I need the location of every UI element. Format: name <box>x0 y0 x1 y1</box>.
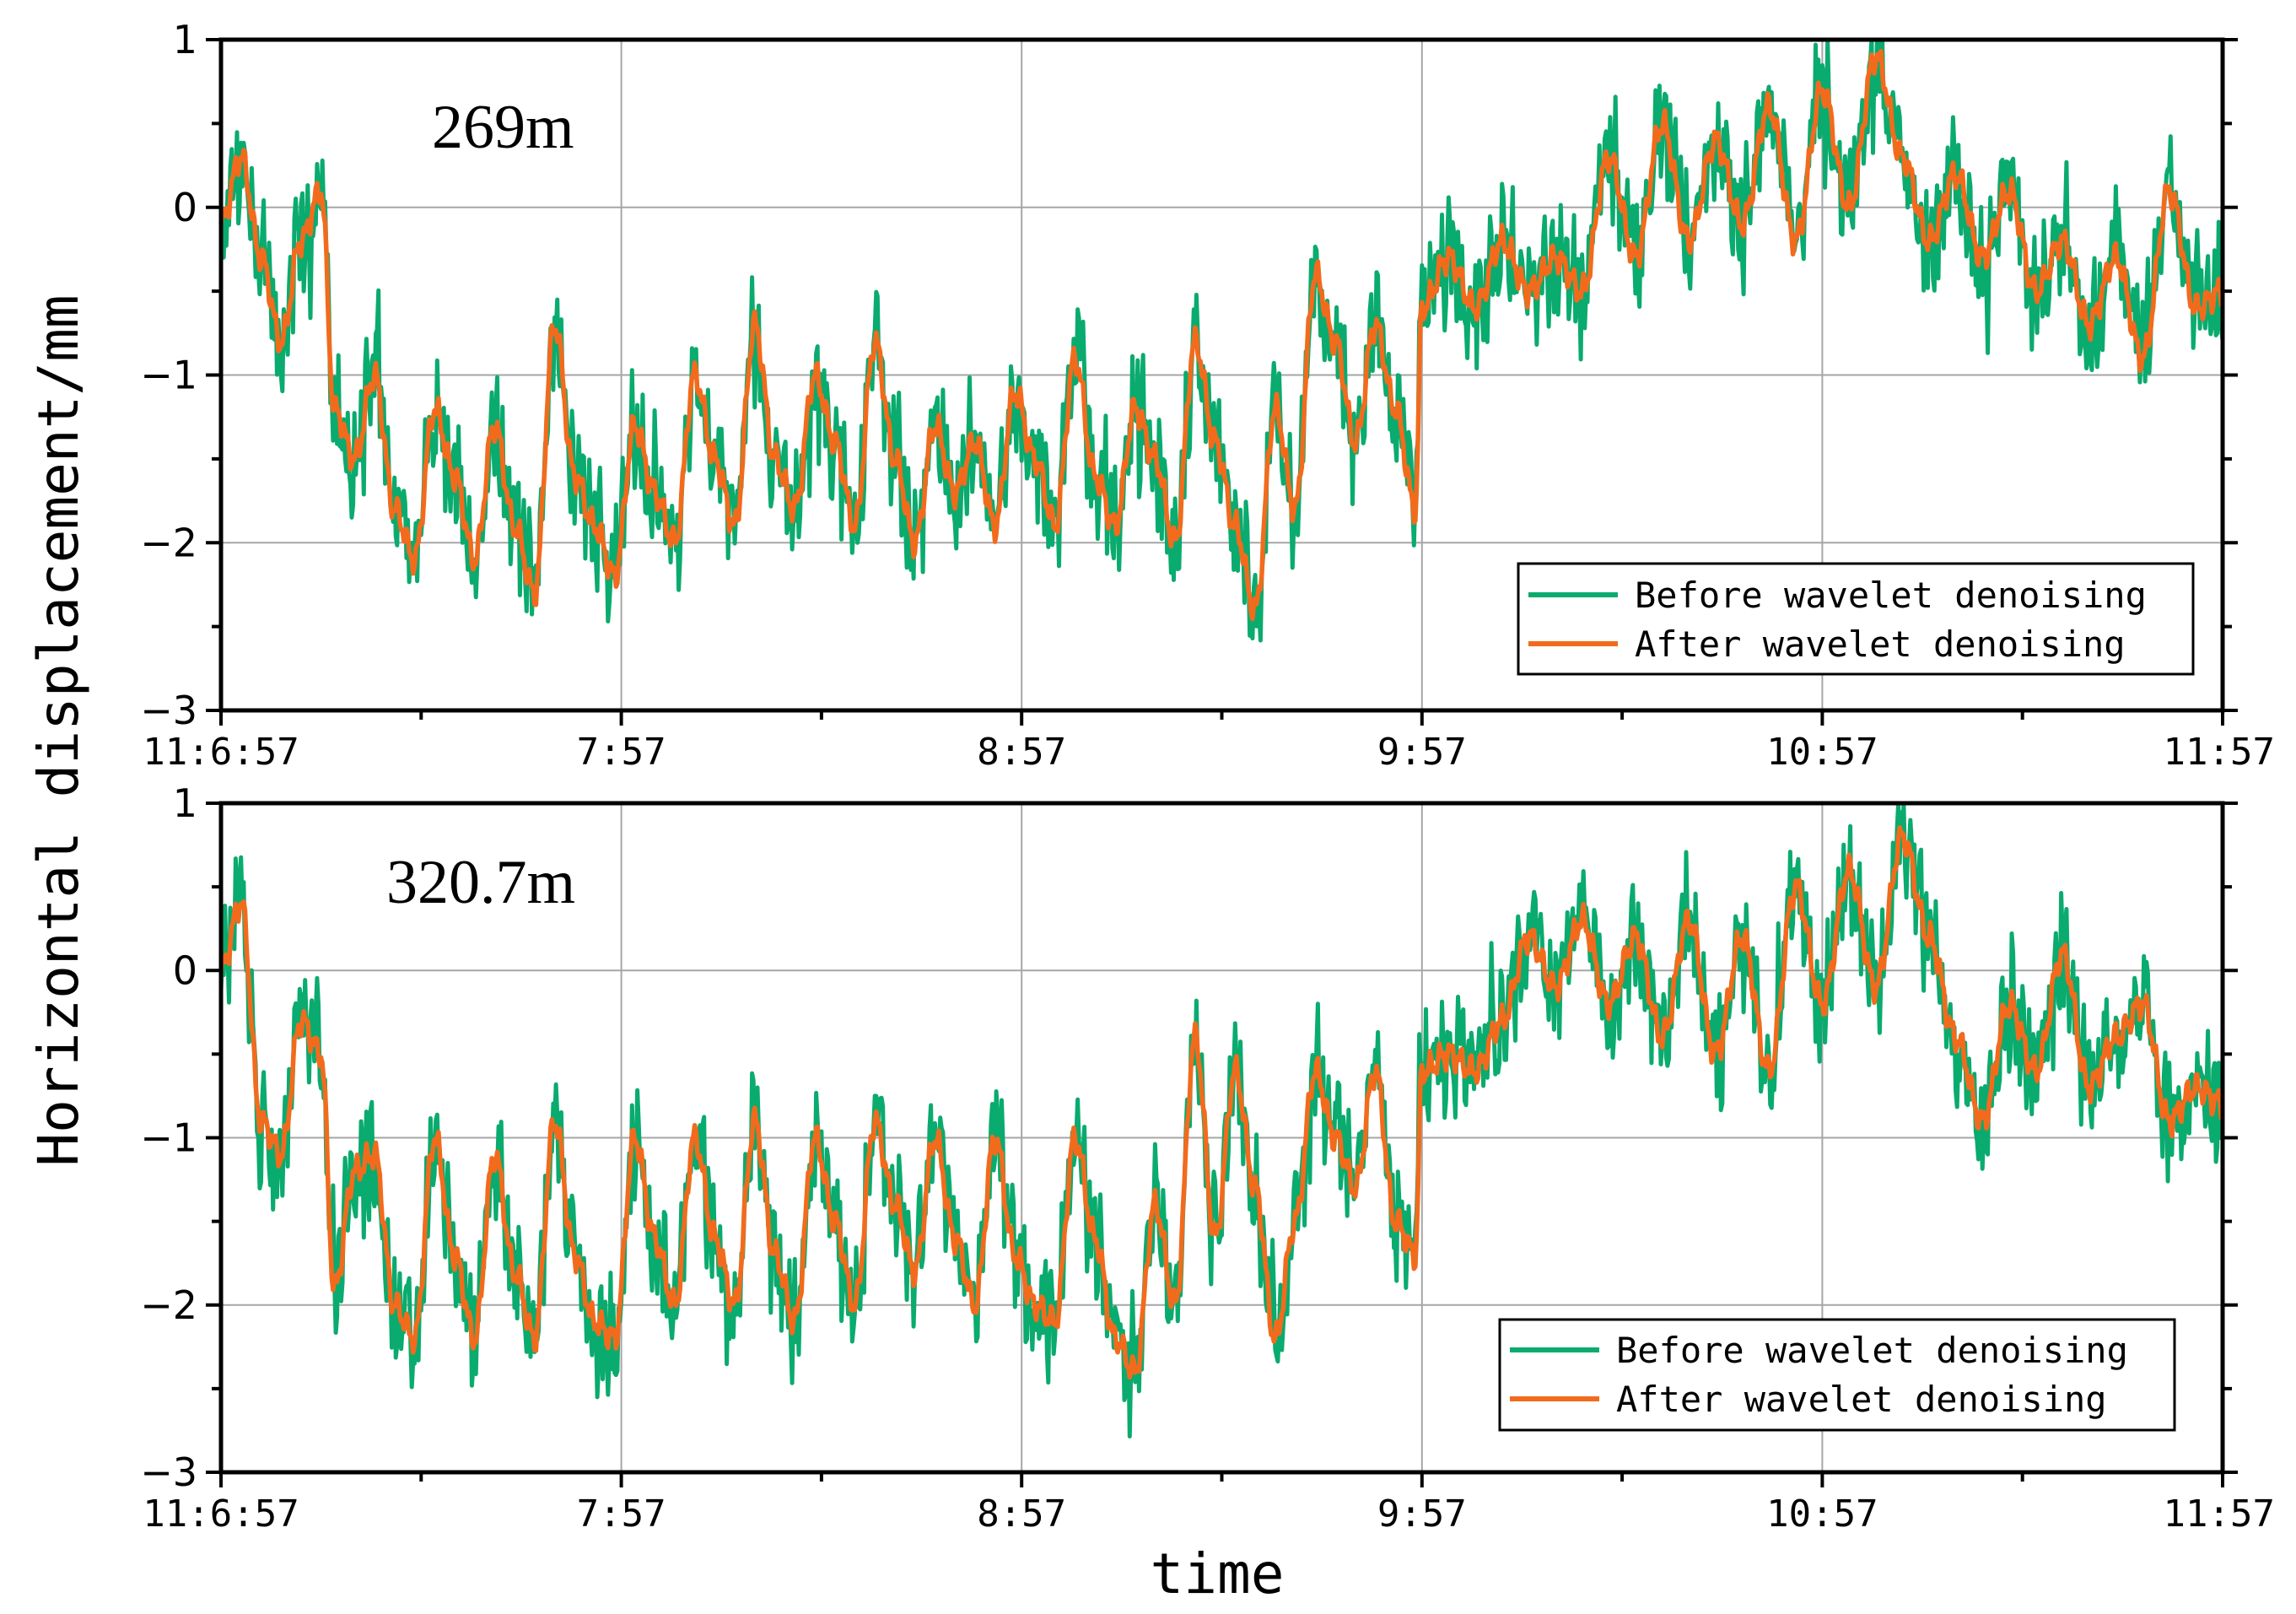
ticks-bottom <box>206 802 2238 1487</box>
y-tick-labels-top: −3 −2 −1 0 1 <box>140 17 197 733</box>
series-line-after-denoising <box>218 48 2225 622</box>
y-tick-label: 1 <box>173 780 197 826</box>
y-tick-label: 0 <box>173 185 197 230</box>
x-tick-labels-top: 11:6:57 7:57 8:57 9:57 10:57 11:57 <box>143 731 2275 774</box>
legend-label-denoised: After wavelet denoising <box>1635 623 2126 665</box>
panel-annotation: 269m <box>432 93 574 162</box>
y-tick-label: 1 <box>173 17 197 62</box>
panel-annotation: 320.7m <box>386 848 575 917</box>
x-tick-labels-bottom: 11:6:57 7:57 8:57 9:57 10:57 11:57 <box>143 1493 2275 1536</box>
panel-320-7m: −3 −2 −1 0 1 11:6:57 7:57 8:57 9:57 10:5… <box>140 780 2275 1536</box>
series-line-before-denoising <box>218 37 2225 643</box>
x-tick-label: 7:57 <box>577 1493 666 1536</box>
series-line-after-denoising <box>218 825 2225 1380</box>
x-axis-title: time <box>1151 1541 1285 1606</box>
x-tick-label: 8:57 <box>977 1493 1066 1536</box>
y-tick-label: −2 <box>140 520 197 565</box>
y-tick-label: −1 <box>140 1115 197 1161</box>
y-tick-label: −2 <box>140 1282 197 1328</box>
x-tick-label: 10:57 <box>1766 1493 1878 1536</box>
x-tick-label: 11:6:57 <box>143 1493 299 1536</box>
legend-top: Before wavelet denoising After wavelet d… <box>1517 562 2195 676</box>
legend-label-raw: Before wavelet denoising <box>1616 1330 2128 1371</box>
x-tick-label: 8:57 <box>977 731 1066 774</box>
denoised-layer-top <box>218 48 2225 622</box>
denoised-layer-bottom <box>218 825 2225 1380</box>
y-axis-title: Horizontal displacement/mm <box>26 294 91 1166</box>
y-tick-label: −3 <box>140 1449 197 1495</box>
legend-label-denoised: After wavelet denoising <box>1616 1379 2107 1420</box>
raw-layer-top <box>218 37 2225 643</box>
x-tick-label: 11:57 <box>2164 731 2275 774</box>
x-tick-label: 9:57 <box>1377 1493 1467 1536</box>
x-tick-label: 11:57 <box>2164 1493 2275 1536</box>
y-tick-label: −3 <box>140 688 197 733</box>
x-tick-label: 7:57 <box>577 731 666 774</box>
legend-box <box>1498 1318 2176 1432</box>
x-tick-label: 9:57 <box>1377 731 1467 774</box>
ticks-top <box>206 38 2238 726</box>
x-tick-label: 11:6:57 <box>143 731 299 774</box>
legend-bottom: Before wavelet denoising After wavelet d… <box>1498 1318 2176 1432</box>
legend-box <box>1517 562 2195 676</box>
x-tick-label: 10:57 <box>1766 731 1878 774</box>
y-tick-labels-bottom: −3 −2 −1 0 1 <box>140 780 197 1495</box>
y-tick-label: 0 <box>173 947 197 993</box>
panel-269m: −3 −2 −1 0 1 11:6:57 7:57 8:57 9:57 10:5… <box>140 17 2275 774</box>
y-tick-label: −1 <box>140 353 197 398</box>
legend-label-raw: Before wavelet denoising <box>1635 575 2147 616</box>
